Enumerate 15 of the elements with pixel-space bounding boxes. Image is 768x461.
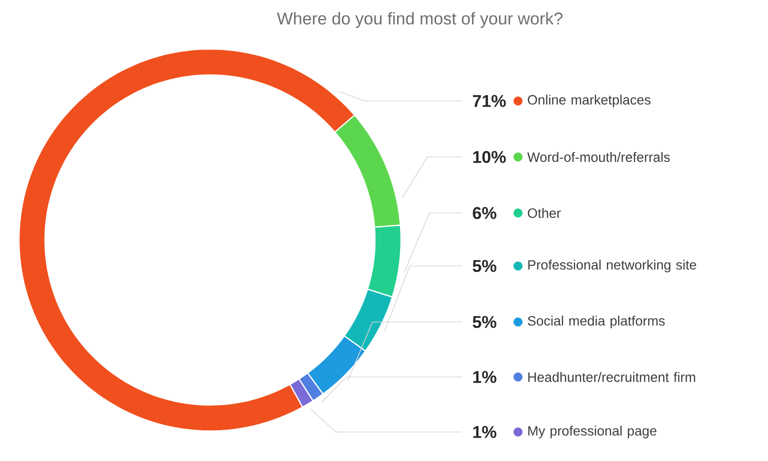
legend-label: My professional page — [528, 426, 656, 438]
data-label: 71% — [472, 95, 506, 107]
legend-label: Social media platforms — [528, 316, 665, 328]
chart-title: Where do you find most of your work? — [276, 12, 562, 28]
data-label: 1% — [473, 426, 496, 438]
data-label: 10% — [473, 150, 506, 164]
legend-label: Online marketplaces — [528, 94, 651, 108]
data-label: 6% — [472, 206, 496, 220]
data-label: 5% — [472, 316, 496, 328]
data-label: 1% — [473, 371, 496, 383]
legend-label: Other — [528, 208, 561, 218]
legend-label: Headhunter/recruitment firm — [528, 372, 696, 382]
legend-label: Word-of-mouth/referrals — [527, 152, 670, 162]
legend-label: Professional networking site — [528, 260, 696, 272]
data-label: 5% — [472, 260, 496, 272]
